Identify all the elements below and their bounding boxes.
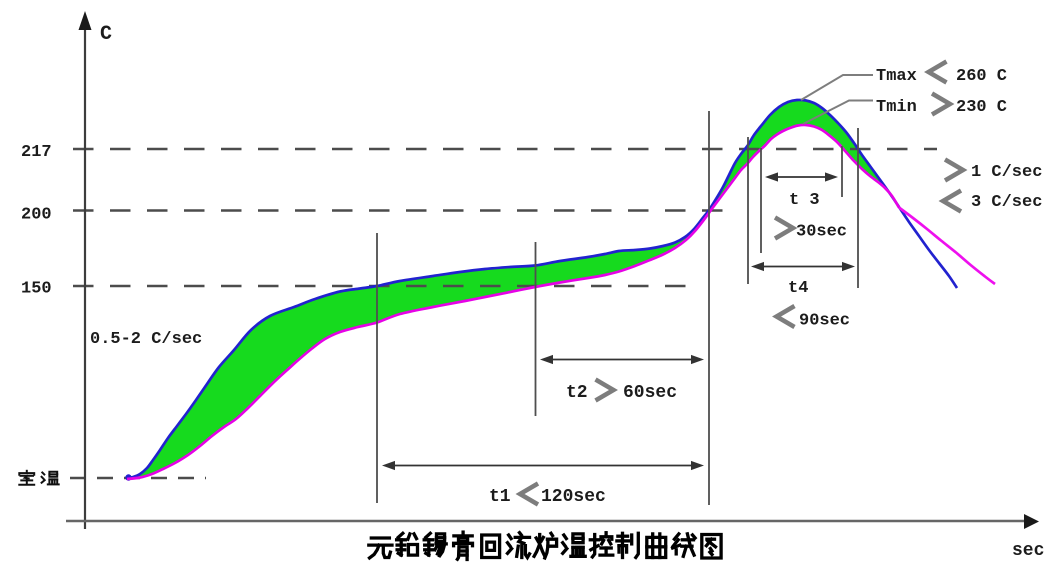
svg-text:60sec: 60sec	[623, 383, 677, 403]
svg-text:150: 150	[21, 280, 52, 299]
svg-text:200: 200	[21, 206, 52, 225]
svg-text:260 C: 260 C	[956, 67, 1007, 86]
svg-text:C: C	[100, 23, 112, 46]
svg-text:Tmax: Tmax	[876, 67, 917, 86]
svg-text:217: 217	[21, 143, 52, 162]
svg-text:120sec: 120sec	[541, 487, 606, 507]
svg-text:230 C: 230 C	[956, 98, 1007, 117]
svg-text:Tmin: Tmin	[876, 98, 917, 117]
svg-text:sec: sec	[1012, 541, 1044, 561]
svg-text:t1: t1	[489, 487, 511, 507]
svg-text:3 C/sec: 3 C/sec	[971, 193, 1042, 212]
svg-text:t2: t2	[566, 383, 588, 403]
svg-text:90sec: 90sec	[799, 312, 850, 331]
svg-text:t4: t4	[788, 279, 808, 298]
svg-text:0.5-2 C/sec: 0.5-2 C/sec	[90, 330, 202, 349]
svg-text:1 C/sec: 1 C/sec	[971, 163, 1042, 182]
svg-text:30sec: 30sec	[796, 223, 847, 242]
svg-text:t 3: t 3	[789, 191, 820, 210]
